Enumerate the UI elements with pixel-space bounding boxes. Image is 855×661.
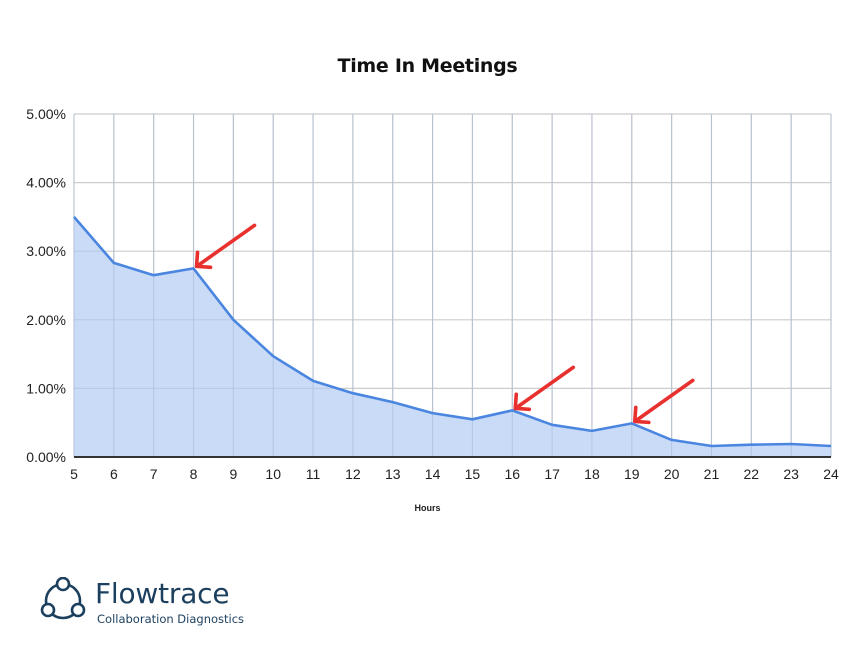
x-tick-label: 14 [425,466,441,482]
series-area-fill [74,216,831,457]
brand-name: Flowtrace [95,577,230,610]
y-tick-label: 2.00% [26,312,66,328]
x-tick-label: 6 [110,466,118,482]
x-tick-label: 15 [465,466,481,482]
y-axis-ticks: 0.00% 1.00% 2.00% 3.00% 4.00% 5.00% [26,106,66,465]
x-tick-label: 9 [229,466,237,482]
x-tick-label: 8 [190,466,198,482]
red-arrow-annotation [632,378,695,425]
x-tick-label: 11 [306,466,321,482]
x-tick-label: 19 [624,466,640,482]
series-line [73,216,832,448]
flowtrace-logo: Flowtrace Collaboration Diagnostics [38,576,244,630]
x-tick-label: 20 [664,466,680,482]
y-tick-label: 5.00% [26,106,66,122]
red-arrow-annotation [194,223,257,270]
red-arrow-annotation [513,365,576,412]
x-tick-label: 23 [783,466,799,482]
chart-area-series [73,114,832,457]
y-tick-label: 3.00% [26,243,66,259]
x-tick-label: 17 [544,466,560,482]
annotation-arrows [194,223,695,425]
area-chart: 0.00% 1.00% 2.00% 3.00% 4.00% 5.00% 5 6 7 8 9 10 11… [26,106,839,482]
x-tick-label: 10 [265,466,281,482]
y-tick-label: 0.00% [26,449,66,465]
flowtrace-network-icon [40,576,86,620]
y-tick-label: 4.00% [26,175,66,191]
brand-tagline: Collaboration Diagnostics [97,612,245,626]
y-tick-label: 1.00% [26,380,66,396]
x-tick-label: 12 [345,466,361,482]
x-tick-label: 7 [150,466,158,482]
x-tick-label: 24 [823,466,839,482]
chart-title: Time In Meetings [337,55,518,77]
x-axis-ticks: 5 6 7 8 9 10 11 12 13 14 15 16 17 18 19 20 21 22 23 24 [70,466,839,482]
x-tick-label: 18 [584,466,600,482]
x-tick-label: 21 [704,466,720,482]
x-tick-label: 13 [385,466,401,482]
x-tick-label: 22 [744,466,760,482]
x-tick-label: 5 [70,466,78,482]
x-axis-label: Hours [414,503,441,513]
x-tick-label: 16 [504,466,520,482]
